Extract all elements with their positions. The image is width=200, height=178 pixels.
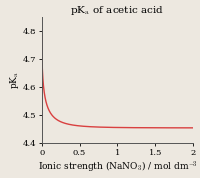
Title: pK$_\mathrm{a}$ of acetic acid: pK$_\mathrm{a}$ of acetic acid <box>70 4 165 17</box>
X-axis label: Ionic strength (NaNO$_3$) / mol dm$^{-3}$: Ionic strength (NaNO$_3$) / mol dm$^{-3}… <box>38 159 197 174</box>
Y-axis label: pK$_\mathrm{a}$: pK$_\mathrm{a}$ <box>8 71 21 89</box>
